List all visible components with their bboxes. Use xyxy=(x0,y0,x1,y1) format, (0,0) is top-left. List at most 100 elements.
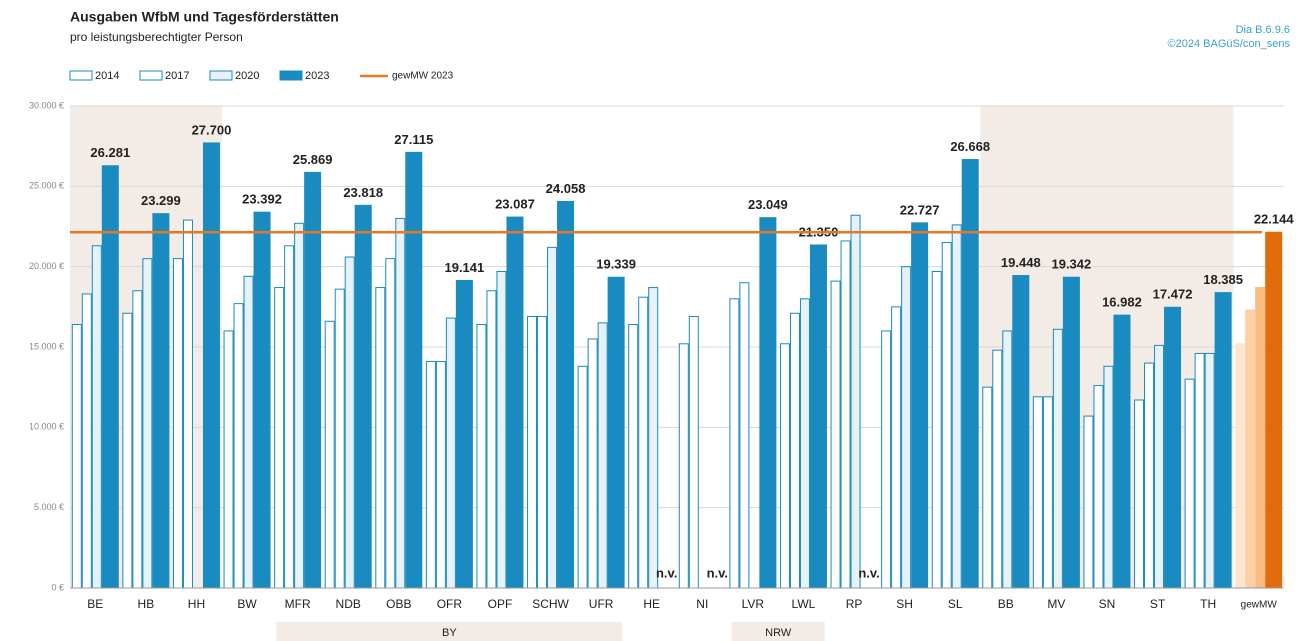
bar xyxy=(1194,352,1205,589)
bar xyxy=(1214,292,1232,589)
bar xyxy=(496,270,507,589)
bar xyxy=(1245,309,1256,589)
bar xyxy=(405,151,423,589)
bar xyxy=(294,222,305,589)
bar xyxy=(901,266,912,589)
bar xyxy=(435,360,446,589)
bar xyxy=(678,343,689,589)
bar xyxy=(101,165,119,589)
legend-swatch xyxy=(209,70,233,81)
bar xyxy=(1052,328,1063,589)
bar xyxy=(455,279,473,589)
x-tick-label: BW xyxy=(237,597,257,611)
bar xyxy=(982,386,993,589)
bar xyxy=(597,322,608,589)
bar xyxy=(506,216,524,589)
bar xyxy=(476,324,487,589)
bar xyxy=(1113,314,1131,589)
value-label: 16.982 xyxy=(1102,295,1142,310)
x-tick-label: SL xyxy=(948,597,963,611)
bar xyxy=(445,317,456,589)
bar xyxy=(1002,330,1013,589)
bar xyxy=(172,258,183,589)
value-label: 27.115 xyxy=(394,132,433,147)
x-tick-label: NI xyxy=(696,597,708,611)
value-label: 19.448 xyxy=(1001,255,1041,270)
value-label: 18.385 xyxy=(1203,272,1243,287)
x-tick-label: gewMW xyxy=(1241,600,1278,611)
legend-swatch xyxy=(279,70,303,81)
value-label: n.v. xyxy=(707,565,728,580)
value-label: 26.668 xyxy=(950,139,990,154)
bar xyxy=(1032,396,1043,589)
bar xyxy=(1083,415,1094,589)
bar xyxy=(1134,399,1145,589)
x-tick-label: TH xyxy=(1200,597,1216,611)
x-tick-label: BE xyxy=(87,597,103,611)
bar xyxy=(1103,365,1114,589)
legend-label: 2014 xyxy=(95,70,119,82)
legend-swatch xyxy=(69,70,93,81)
bar xyxy=(527,315,538,589)
bar xyxy=(577,365,588,589)
value-label: 23.049 xyxy=(748,197,788,212)
x-tick-label: SN xyxy=(1099,597,1116,611)
source: ©2024 BAGüS/con_sens xyxy=(1168,38,1291,50)
x-tick-label: BB xyxy=(998,597,1014,611)
bar xyxy=(1255,287,1266,589)
bar xyxy=(809,244,827,589)
bar xyxy=(789,312,800,589)
legend-label: gewMW 2023 xyxy=(392,71,454,82)
value-label: 23.299 xyxy=(141,193,181,208)
bar xyxy=(961,159,979,589)
bar xyxy=(759,217,777,589)
group-band xyxy=(731,622,825,641)
value-label: 22.727 xyxy=(900,202,940,217)
value-label: 23.818 xyxy=(343,185,383,200)
bar xyxy=(547,246,558,589)
y-tick-label: 10.000 € xyxy=(29,422,64,432)
group-label: NRW xyxy=(765,627,792,639)
bar xyxy=(638,296,649,589)
x-tick-label: HB xyxy=(138,597,155,611)
bar xyxy=(1184,378,1195,589)
bar xyxy=(688,315,699,589)
bar xyxy=(931,270,942,589)
y-tick-label: 25.000 € xyxy=(29,181,64,191)
value-label: n.v. xyxy=(656,565,677,580)
bar xyxy=(1012,275,1030,589)
bar xyxy=(941,242,952,589)
bar xyxy=(71,324,82,589)
x-tick-label: OFR xyxy=(437,597,463,611)
legend-label: 2020 xyxy=(235,70,259,82)
x-tick-label: SH xyxy=(896,597,913,611)
bar xyxy=(395,217,406,589)
group-band xyxy=(276,622,623,641)
y-tick-label: 0 € xyxy=(51,582,64,592)
bar xyxy=(344,256,355,589)
bar xyxy=(779,343,790,589)
value-label: 25.869 xyxy=(293,152,333,167)
value-label: 19.342 xyxy=(1051,257,1091,272)
bar xyxy=(992,349,1003,589)
source: Dia B.6.9.6 xyxy=(1236,24,1290,36)
bar xyxy=(850,214,861,589)
y-tick-label: 5.000 € xyxy=(34,502,64,512)
bar xyxy=(1235,343,1246,589)
y-tick-label: 15.000 € xyxy=(29,341,64,351)
x-tick-label: SCHW xyxy=(532,597,569,611)
bar xyxy=(81,293,92,589)
x-tick-label: MV xyxy=(1047,597,1065,611)
value-label: 26.281 xyxy=(90,145,130,160)
value-label: 23.392 xyxy=(242,192,282,207)
bar xyxy=(202,142,220,589)
chart-subtitle: pro leistungsberechtigter Person xyxy=(70,30,243,44)
bar xyxy=(607,276,625,589)
value-label: 17.472 xyxy=(1153,287,1193,302)
legend-label: 2017 xyxy=(165,70,189,82)
bar xyxy=(840,240,851,589)
value-label: n.v. xyxy=(858,565,879,580)
bar xyxy=(253,211,271,589)
bar xyxy=(1144,362,1155,589)
